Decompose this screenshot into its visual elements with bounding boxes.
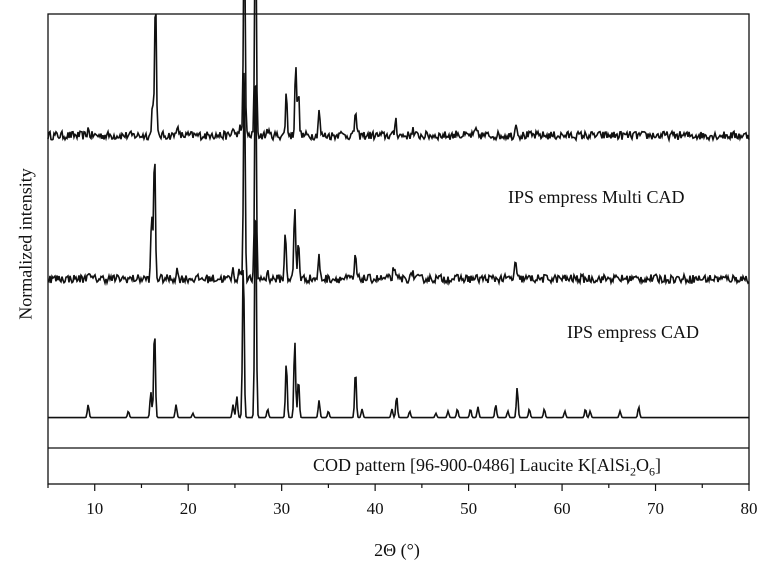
- xrd-trace-cad: [47, 72, 750, 287]
- plot-frame: [47, 13, 750, 485]
- x-tick-label: 70: [647, 499, 664, 518]
- x-axis-label: 2Θ (°): [374, 540, 420, 560]
- traces: [47, 0, 750, 420]
- x-tick-label: 80: [741, 499, 758, 518]
- xrd-trace-cod-pattern: [48, 218, 749, 420]
- x-tick-label: 60: [554, 499, 571, 518]
- xrd-trace-multi-cad: [47, 0, 750, 143]
- x-tick-label: 50: [460, 499, 477, 518]
- x-tick-label: 10: [86, 499, 103, 518]
- series-label-cad: IPS empress CAD: [567, 322, 700, 342]
- series-label-cod-pattern: COD pattern [96-900-0486] Laucite K[AlSi…: [313, 455, 661, 479]
- series-label-multi-cad: IPS empress Multi CAD: [508, 187, 685, 207]
- x-tick-label: 20: [180, 499, 197, 518]
- y-axis-label: Normalized intensity: [15, 168, 36, 320]
- x-tick-label: 30: [273, 499, 290, 518]
- x-axis: 10 20 30 40 50 60 70 80: [47, 484, 758, 518]
- x-tick-label: 40: [367, 499, 384, 518]
